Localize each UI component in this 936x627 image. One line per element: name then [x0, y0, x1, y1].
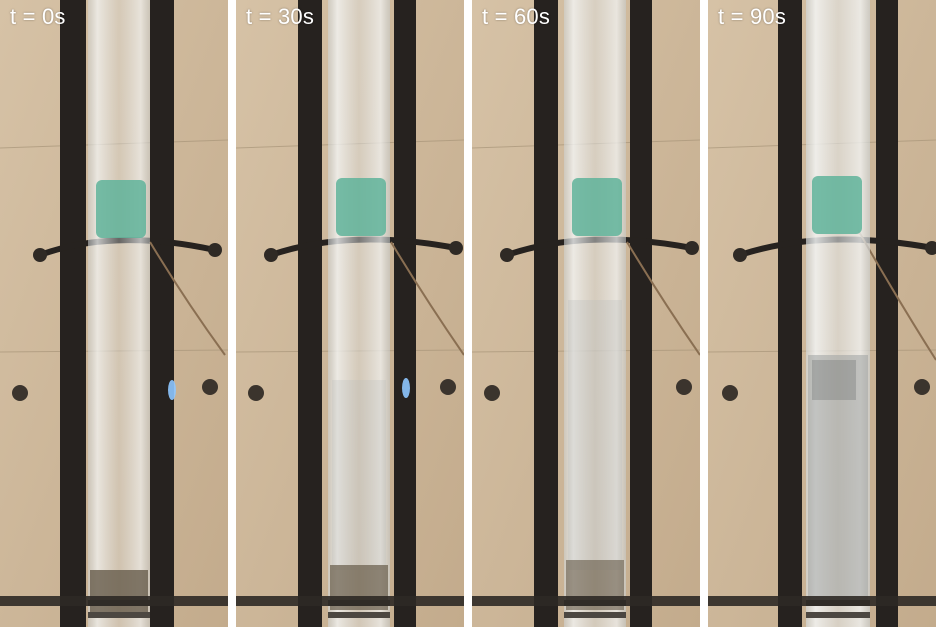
- bolt-head: [449, 241, 463, 255]
- green-tape-band: [336, 178, 386, 236]
- probe-wire: [626, 241, 700, 356]
- green-tape-band: [96, 180, 146, 238]
- turbid-water: [332, 380, 386, 570]
- time-label: t = 0s: [10, 4, 66, 29]
- water-column-tube: [88, 0, 150, 627]
- bolt-head: [925, 241, 936, 255]
- time-label: t = 60s: [482, 4, 551, 29]
- photo-panel-30s: t = 30s: [236, 0, 464, 627]
- right-threaded-rail: [150, 0, 174, 627]
- hole: [202, 379, 218, 395]
- photo-panel-0s: t = 0s: [0, 0, 228, 627]
- hole: [914, 379, 930, 395]
- light-reflection: [402, 378, 410, 398]
- column-photo: [472, 0, 700, 627]
- left-threaded-rail: [534, 0, 558, 627]
- sediment-layer: [90, 570, 148, 615]
- left-threaded-rail: [778, 0, 802, 627]
- photo-panel-90s: t = 90s: [708, 0, 936, 627]
- right-threaded-rail: [630, 0, 652, 627]
- right-threaded-rail: [876, 0, 898, 627]
- bolt-head: [208, 243, 222, 257]
- bolt-head: [500, 248, 514, 262]
- green-tape-band: [572, 178, 622, 236]
- water-column-tube: [328, 0, 390, 627]
- column-photo: [0, 0, 228, 627]
- hole: [12, 385, 28, 401]
- time-label: t = 90s: [718, 4, 787, 29]
- time-label: t = 30s: [246, 4, 315, 29]
- bolt-head: [733, 248, 747, 262]
- turbid-water: [808, 355, 868, 605]
- column-photo: [708, 0, 936, 627]
- right-threaded-rail: [394, 0, 416, 627]
- probe-wire: [149, 241, 226, 356]
- hole: [722, 385, 738, 401]
- bolt-head: [264, 248, 278, 262]
- hole: [440, 379, 456, 395]
- bolt-head: [685, 241, 699, 255]
- water-column-tube: [564, 0, 626, 627]
- hole: [676, 379, 692, 395]
- column-photo: [236, 0, 464, 627]
- bolt-head: [33, 248, 47, 262]
- green-tape-band: [812, 176, 862, 234]
- left-threaded-rail: [60, 0, 86, 627]
- left-threaded-rail: [298, 0, 322, 627]
- suspended-sediment-cloud: [812, 360, 856, 400]
- photo-panel-60s: t = 60s: [472, 0, 700, 627]
- turbid-water: [568, 300, 622, 570]
- hole: [248, 385, 264, 401]
- probe-wire: [390, 241, 464, 356]
- light-reflection: [168, 380, 176, 400]
- hole: [484, 385, 500, 401]
